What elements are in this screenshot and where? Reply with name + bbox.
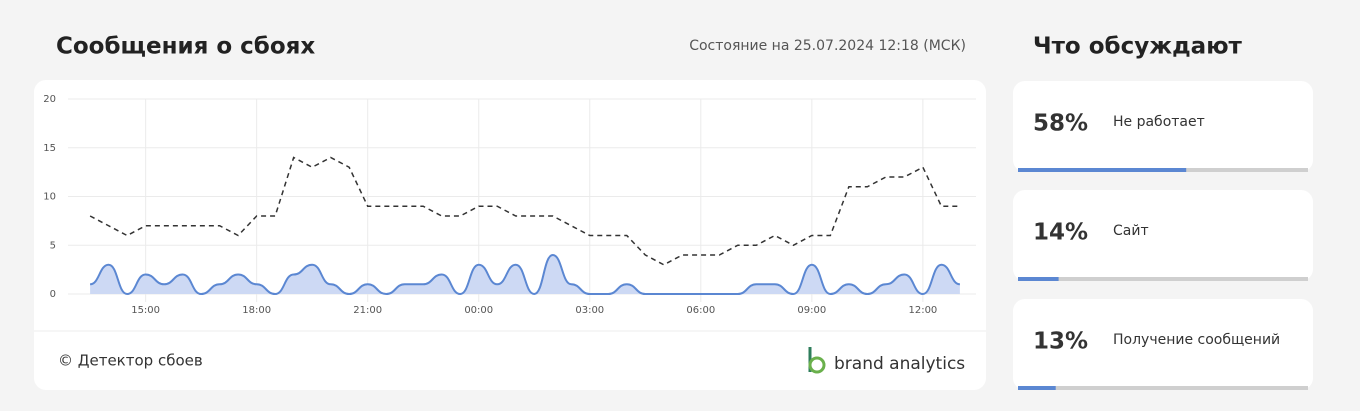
- x-tick-label: 06:00: [686, 305, 715, 316]
- progress-track: [1018, 386, 1308, 390]
- x-tick-label: 03:00: [575, 305, 604, 316]
- x-tick-label: 18:00: [242, 305, 271, 316]
- topic-label: Сайт: [1113, 223, 1149, 239]
- topic-card: [1013, 81, 1313, 172]
- y-tick-label: 10: [43, 192, 56, 203]
- y-tick-label: 20: [43, 94, 56, 105]
- sidebar-title: Что обсуждают: [1033, 34, 1243, 60]
- topic-label: Не работает: [1113, 114, 1205, 130]
- area: [90, 255, 960, 294]
- source: © Детектор сбоев: [58, 352, 203, 370]
- topic-label: Получение сообщений: [1113, 332, 1280, 348]
- topic-percent: 14%: [1033, 220, 1088, 246]
- line: [89, 253, 961, 296]
- progress-bar: [1018, 168, 1187, 172]
- y-tick-label: 5: [50, 240, 56, 251]
- y-tick-label: 15: [43, 143, 56, 154]
- logo-ring: [808, 356, 826, 374]
- topic-card: [1013, 299, 1313, 390]
- x-tick-label: 09:00: [797, 305, 826, 316]
- brand: brand analytics: [834, 354, 965, 374]
- x-tick-label: 12:00: [908, 305, 937, 316]
- chart-card: [34, 80, 986, 390]
- title: Сообщения о сбоях: [56, 34, 315, 60]
- x-tick-label: 15:00: [131, 305, 160, 316]
- topic-percent: 13%: [1033, 329, 1088, 355]
- y-tick-label: 0: [50, 289, 56, 300]
- topic-card: [1013, 190, 1313, 281]
- brand-logo: [808, 347, 826, 374]
- status: Состояние на 25.07.2024 12:18 (МСК): [689, 38, 966, 54]
- progress-bar: [1018, 277, 1059, 281]
- line: [89, 156, 960, 266]
- x-tick-label: 21:00: [353, 305, 382, 316]
- progress-bar: [1018, 386, 1056, 390]
- topic-percent: 58%: [1033, 111, 1088, 137]
- progress-track: [1018, 277, 1308, 281]
- x-tick-label: 00:00: [464, 305, 493, 316]
